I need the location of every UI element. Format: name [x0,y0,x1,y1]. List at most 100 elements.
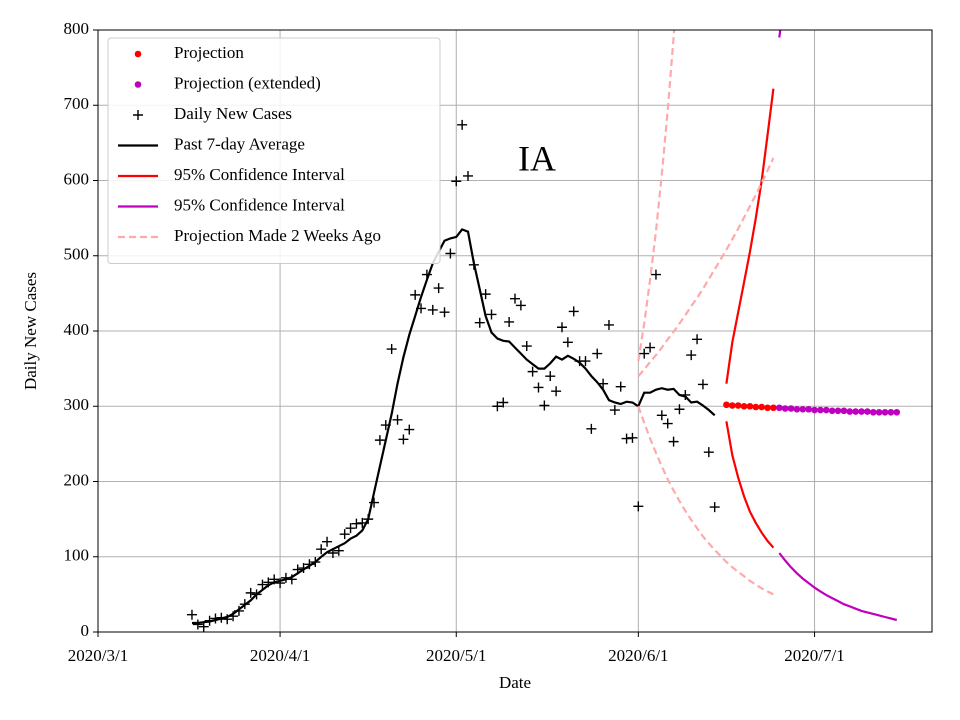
plus-marker [662,418,673,429]
point [846,408,854,415]
plus-marker [615,381,626,392]
plus-marker [457,119,468,130]
plus-marker [556,322,567,333]
legend-label: 95% Confidence Interval [174,195,345,214]
y-tick-label: 800 [64,19,90,38]
plus-marker [445,248,456,259]
point [864,408,871,415]
legend-label: 95% Confidence Interval [174,165,345,184]
point [875,408,883,416]
x-tick-label: 2020/6/1 [608,646,668,665]
y-tick-label: 400 [64,320,90,339]
plus-marker [633,501,644,512]
plus-marker [603,319,614,330]
point [723,401,730,409]
legend-label: Past 7-day Average [174,134,305,153]
point [817,406,824,414]
plus-marker [568,306,579,317]
plus-marker [686,350,697,361]
point [770,404,777,412]
plus-marker [439,307,450,318]
plot-area [186,30,901,632]
legend-box [107,37,441,264]
y-tick-label: 300 [64,395,90,414]
plus-marker [692,334,703,345]
plus-marker [245,587,256,598]
plus-marker [504,316,515,327]
plus-marker [345,523,356,534]
plus-marker [486,309,497,320]
point [834,407,842,415]
plus-marker [198,621,209,632]
plus-marker [474,317,485,328]
x-tick-label: 2020/7/1 [784,646,844,665]
y-tick-label: 500 [64,245,90,264]
plus-marker [515,300,526,311]
plus-marker [703,447,714,458]
plus-marker [192,619,203,630]
plus-marker [562,337,573,348]
plus-marker [369,497,380,508]
plus-marker [257,579,268,590]
plus-marker [598,378,609,389]
series-line [637,405,774,596]
plus-marker [609,405,620,416]
plus-marker [433,283,444,294]
plus-marker [592,348,603,359]
series-line [778,30,782,38]
plus-marker [627,432,638,443]
plus-marker [580,356,591,367]
plus-marker [410,289,421,300]
plus-marker [498,397,509,408]
point [869,408,877,416]
plus-marker [709,502,720,513]
point [758,403,765,411]
point [887,408,895,416]
legend-label: Projection (extended) [174,73,321,92]
series-line [192,228,716,625]
plus-marker [656,410,667,421]
x-axis-label: Date [499,673,531,692]
point [781,405,789,412]
point [787,405,795,412]
chart-title: IA [518,138,556,178]
y-axis-label: Daily New Cases [21,272,40,390]
series-line [778,552,898,622]
plus-marker [492,401,503,412]
legend-marker [134,50,142,58]
plus-marker [533,382,544,393]
y-tick-label: 100 [64,546,90,565]
point [746,402,754,410]
plus-marker [645,342,656,353]
legend-marker [133,110,143,120]
plus-marker [621,433,632,444]
point [752,403,760,411]
series-line [637,30,676,362]
plus-marker [386,344,397,355]
plus-marker [650,269,661,280]
y-tick-label: 700 [64,94,90,113]
x-tick-label: 2020/3/1 [68,646,128,665]
point [840,407,848,415]
plus-marker [545,371,556,382]
series-line [725,88,775,384]
legend-label: Projection Made 2 Weeks Ago [174,226,381,245]
plus-marker [427,304,438,315]
plus-marker [398,434,409,445]
point [764,404,771,412]
series-line [725,421,775,549]
plus-marker [186,609,197,620]
plus-marker [539,400,550,411]
point [729,402,736,409]
point [858,408,865,415]
plus-marker [351,518,362,529]
plus-marker [674,404,685,415]
point [881,408,889,416]
plus-marker [586,423,597,434]
plus-marker [697,379,708,390]
plus-marker [527,366,538,377]
plus-marker [322,536,333,547]
point [805,405,812,413]
y-tick-label: 0 [81,621,90,640]
